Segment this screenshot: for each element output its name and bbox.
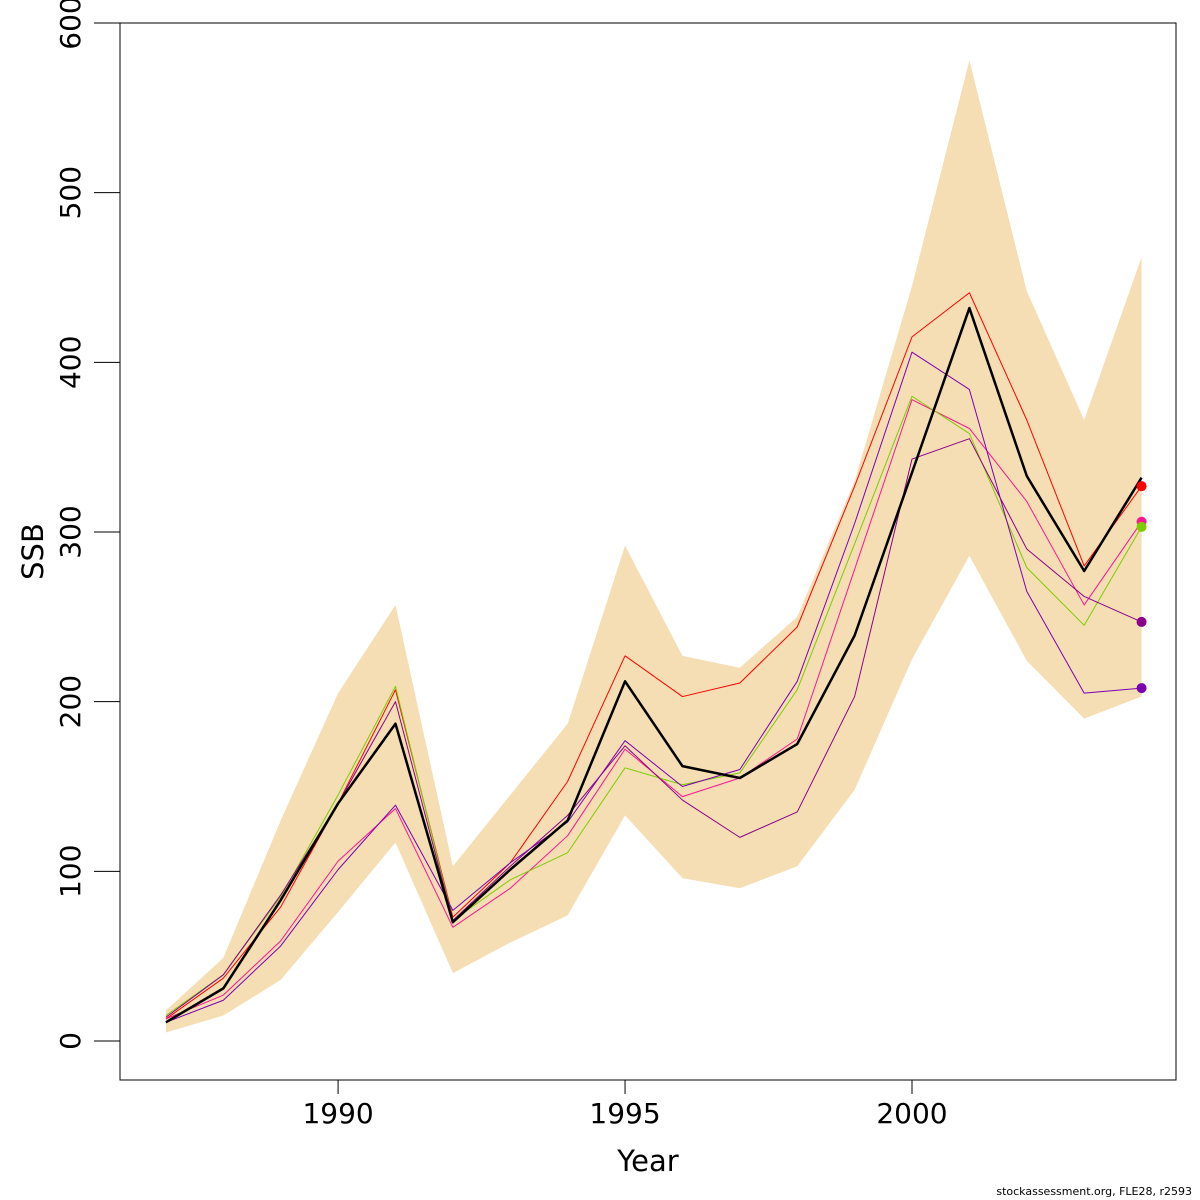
y-axis-title: SSB: [16, 523, 50, 580]
y-tick-label: 600: [54, 0, 87, 50]
y-tick-label: 100: [54, 845, 87, 898]
series-end-point-5: [1136, 683, 1147, 694]
series-end-point-1: [1136, 481, 1147, 492]
x-tick-label: 1990: [302, 1097, 373, 1130]
series-line-5: [165, 351, 1142, 1023]
confidence-band: [165, 60, 1142, 1033]
y-tick-label: 400: [54, 336, 87, 389]
end-points-layer: [1136, 481, 1147, 694]
y-tick-label: 300: [54, 505, 87, 558]
series-line-6: [165, 306, 1143, 1024]
x-tick-label: 1995: [589, 1097, 660, 1130]
series-end-point-3: [1136, 521, 1147, 532]
x-axis-title: Year: [616, 1144, 678, 1178]
series-layer: [165, 292, 1143, 1024]
y-tick-label: 200: [54, 675, 87, 728]
x-axis: 1990 1995 2000: [302, 1079, 948, 1130]
x-tick-label: 2000: [876, 1097, 947, 1130]
y-tick-label: 0: [54, 1032, 87, 1050]
credit-text: stockassessment.org, FLE28, r2593: [996, 1185, 1192, 1198]
y-axis: 0 100 200 300 400 500 600: [54, 0, 121, 1050]
confidence-band-layer: [165, 60, 1142, 1033]
y-tick-label: 500: [54, 166, 87, 219]
series-end-point-4: [1136, 616, 1147, 627]
series-line-3: [165, 395, 1142, 1016]
